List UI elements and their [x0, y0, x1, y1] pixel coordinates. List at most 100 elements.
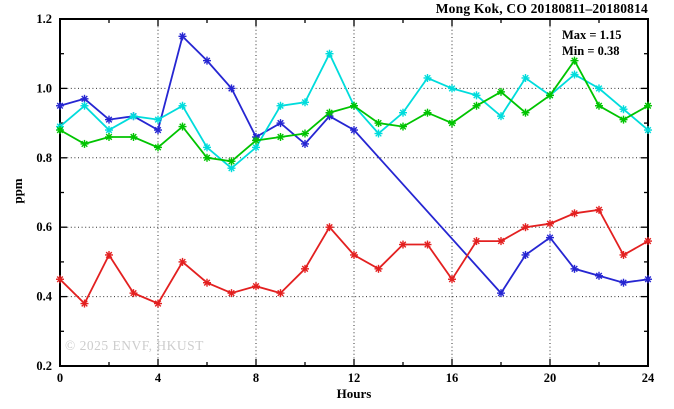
min-label: Min = 0.38 [562, 43, 620, 58]
data-point-marker [595, 101, 603, 110]
data-point-marker [301, 139, 309, 148]
data-point-marker [546, 91, 554, 100]
data-point-marker [374, 264, 383, 273]
svg-text:8: 8 [253, 371, 259, 385]
svg-text:24: 24 [642, 371, 655, 385]
data-point-marker [644, 126, 652, 135]
data-point-marker [350, 101, 358, 110]
data-point-marker [301, 129, 309, 138]
svg-text:16: 16 [446, 371, 459, 385]
svg-text:0.4: 0.4 [36, 290, 52, 304]
data-point-marker [227, 289, 236, 298]
data-point-marker [570, 264, 579, 273]
data-point-marker [423, 108, 432, 117]
data-point-marker [80, 94, 89, 103]
data-point-marker [227, 164, 236, 173]
data-point-marker [129, 112, 138, 121]
data-point-marker [399, 240, 407, 249]
svg-text:1.0: 1.0 [36, 81, 52, 95]
data-point-marker [570, 70, 579, 79]
data-point-marker [178, 32, 187, 41]
data-point-marker [301, 98, 309, 107]
data-point-marker [252, 136, 260, 145]
data-point-marker [105, 132, 113, 141]
data-point-marker [472, 237, 481, 246]
max-min-annotation: Max = 1.15 Min = 0.38 [562, 28, 622, 59]
data-point-marker [154, 126, 162, 135]
data-point-marker [521, 250, 530, 259]
data-point-marker [276, 119, 285, 128]
data-point-marker [276, 101, 285, 110]
data-point-marker [448, 119, 456, 128]
data-point-marker [619, 115, 628, 124]
data-point-marker [154, 299, 162, 308]
data-point-marker [521, 73, 530, 82]
series-green [56, 56, 652, 166]
data-point-marker [644, 237, 652, 246]
svg-text:4: 4 [155, 371, 162, 385]
axis-ticks [59, 18, 649, 367]
data-point-marker [203, 153, 211, 162]
data-point-marker [203, 143, 211, 152]
data-point-marker [252, 143, 260, 152]
data-point-marker [644, 275, 652, 284]
data-point-marker [619, 278, 628, 287]
data-point-marker [472, 101, 481, 110]
data-point-marker [80, 139, 89, 148]
data-point-marker [252, 282, 260, 291]
data-point-marker [374, 129, 383, 138]
y-axis-title: ppm [10, 178, 25, 204]
y-tick-labels: 0.2 0.4 0.6 0.8 1.0 1.2 [36, 12, 52, 373]
data-point-marker [497, 237, 505, 246]
data-point-marker [399, 108, 407, 117]
x-tick-labels: 0 4 8 12 16 20 24 [57, 371, 655, 385]
data-point-marker [129, 132, 138, 141]
data-point-marker [546, 219, 554, 228]
data-point-marker [56, 101, 64, 110]
grid-lines [60, 19, 648, 366]
data-point-marker [203, 56, 211, 65]
data-point-marker [374, 119, 383, 128]
data-point-marker [644, 101, 652, 110]
data-point-marker [105, 115, 113, 124]
data-point-marker [521, 108, 530, 117]
series-red [56, 205, 652, 308]
data-point-marker [80, 299, 89, 308]
data-point-marker [423, 240, 432, 249]
data-point-marker [521, 223, 530, 232]
data-point-marker [325, 223, 334, 232]
max-label: Max = 1.15 [562, 28, 622, 42]
data-point-marker [350, 126, 358, 135]
data-point-marker [105, 126, 113, 135]
data-point-marker [619, 250, 628, 259]
data-point-marker [178, 122, 187, 131]
data-point-marker [203, 278, 211, 287]
data-point-marker [276, 132, 285, 141]
svg-text:20: 20 [544, 371, 557, 385]
data-point-marker [497, 112, 505, 121]
data-point-marker [227, 84, 236, 93]
data-point-marker [399, 122, 407, 131]
data-point-marker [497, 87, 505, 96]
data-point-marker [570, 209, 579, 218]
data-point-marker [570, 56, 579, 65]
data-point-marker [595, 84, 603, 93]
data-point-marker [80, 101, 89, 110]
data-point-marker [448, 275, 456, 284]
data-point-marker [56, 126, 64, 135]
data-point-marker [154, 143, 162, 152]
watermark: © 2025 ENVF, HKUST [65, 338, 204, 353]
svg-text:1.2: 1.2 [36, 12, 52, 26]
data-point-marker [595, 271, 603, 280]
data-point-marker [301, 264, 309, 273]
data-point-marker [105, 250, 113, 259]
svg-text:0: 0 [57, 371, 63, 385]
data-point-marker [276, 289, 285, 298]
data-point-marker [178, 257, 187, 266]
data-point-marker [129, 289, 138, 298]
data-point-marker [423, 73, 432, 82]
data-point-marker [546, 233, 554, 242]
chart-title: Mong Kok, CO 20180811–20180814 [435, 1, 648, 16]
data-point-marker [154, 115, 162, 124]
